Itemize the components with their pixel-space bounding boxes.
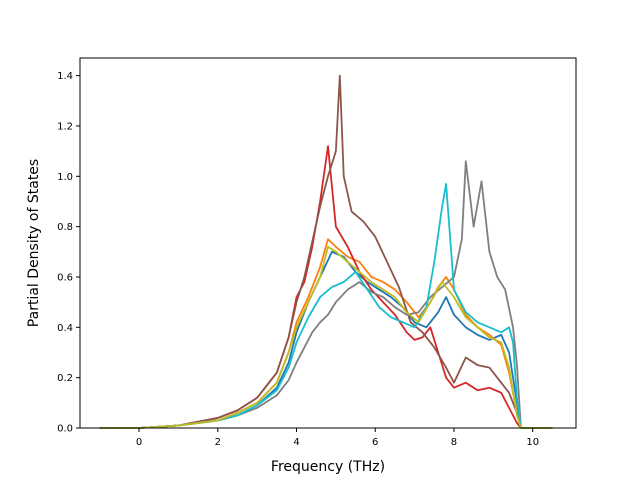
ticks-layer: 0 2 4 6 8 10 0.0 0.2 0.4 0.6 0.8 1.0 1.2 1.4 <box>57 71 539 448</box>
x-axis-label: Frequency (THz) <box>271 459 385 475</box>
series-line-6 <box>99 182 553 429</box>
x-tick-label: 10 <box>526 437 539 448</box>
y-tick-label: 0.4 <box>57 323 73 334</box>
x-tick-label: 4 <box>293 437 299 448</box>
series-line-7 <box>99 245 553 429</box>
x-tick-label: 8 <box>451 437 457 448</box>
series-layer <box>99 74 553 429</box>
y-axis-label: Partial Density of States <box>26 159 42 327</box>
x-tick-label: 2 <box>215 437 221 448</box>
y-tick-label: 0.8 <box>57 222 73 233</box>
y-tick-label: 1.2 <box>57 121 73 132</box>
x-tick-label: 0 <box>136 437 142 448</box>
y-tick-label: 1.4 <box>57 71 73 82</box>
series-line-4 <box>99 74 553 429</box>
y-tick-label: 0.0 <box>57 424 73 435</box>
y-tick-label: 1.0 <box>57 172 73 183</box>
x-tick-label: 6 <box>372 437 378 448</box>
series-line-5 <box>99 160 553 429</box>
y-tick-label: 0.2 <box>57 373 73 384</box>
y-tick-label: 0.6 <box>57 272 73 283</box>
plot-frame <box>79 57 577 429</box>
